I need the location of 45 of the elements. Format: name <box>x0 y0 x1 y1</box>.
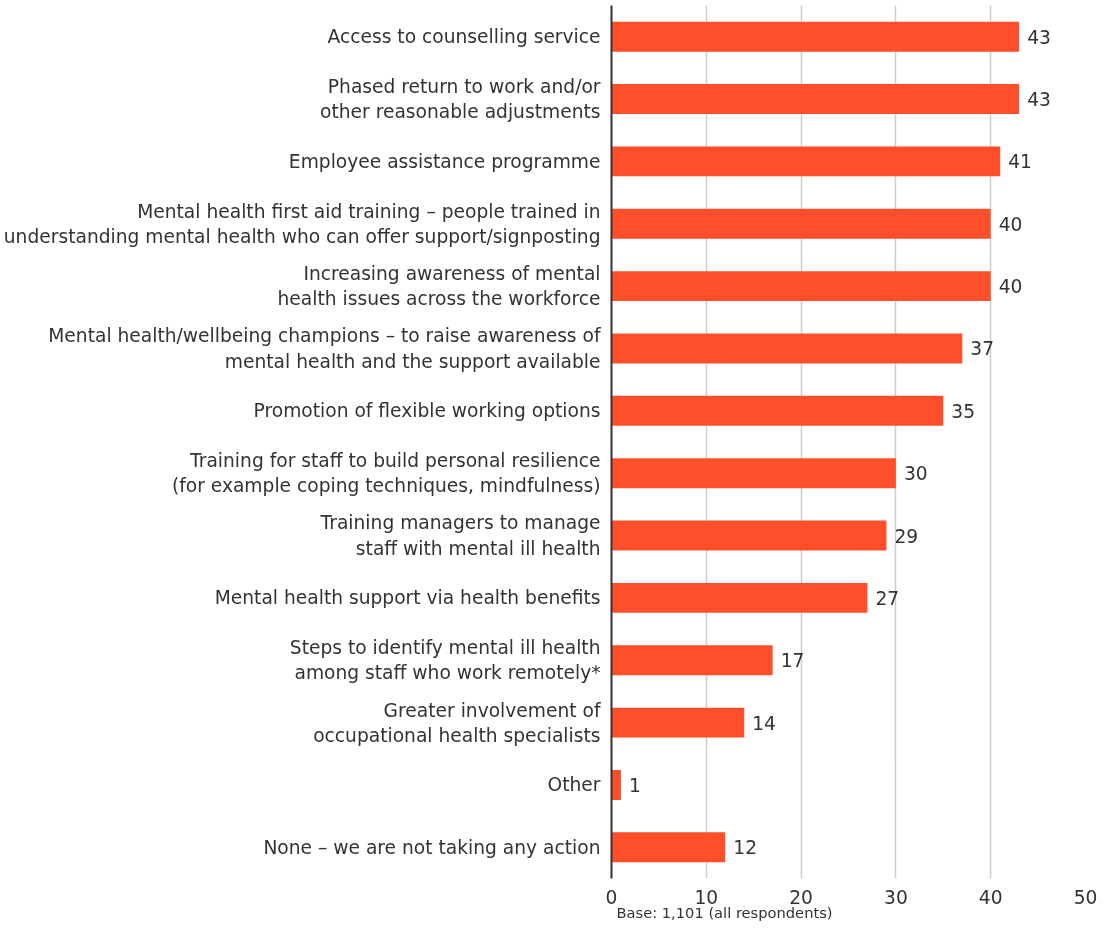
y-tick-label: Other <box>547 774 601 796</box>
y-tick-label: Phased return to work and/or other reasonable adjustments <box>320 75 601 123</box>
data-label: 27 <box>875 587 900 609</box>
bar <box>611 208 991 239</box>
y-tick-label: Training for staff to build personal resilience (for example coping techniques, mindfulness) <box>171 450 601 497</box>
data-label: 40 <box>998 276 1023 298</box>
data-label: 35 <box>951 400 976 422</box>
bar <box>611 520 887 551</box>
y-tick-label: Training managers to manage staff with mental ill health <box>319 512 601 559</box>
bar <box>611 271 991 302</box>
x-tick-label: 30 <box>884 886 908 908</box>
y-tick-label: Steps to identify mental ill health among staff who work remotely* <box>289 637 601 684</box>
data-label: 40 <box>998 213 1023 235</box>
y-tick-label: Mental health/wellbeing champions – to raise awareness of mental health and the support available <box>48 325 601 372</box>
y-tick-label: Mental health support via health benefits <box>214 587 601 609</box>
data-label: 41 <box>1008 151 1032 173</box>
data-label: 43 <box>1027 89 1051 111</box>
data-label: 1 <box>628 774 641 796</box>
bar <box>611 84 1020 114</box>
data-label: 43 <box>1027 26 1051 48</box>
bar <box>611 21 1020 52</box>
data-label: 12 <box>733 837 758 859</box>
data-label: 17 <box>780 650 805 672</box>
y-tick-label: Mental health first aid training – people trained in understanding mental health who can offer support/signposting <box>3 200 601 247</box>
bar <box>611 582 868 613</box>
data-label: 14 <box>752 712 776 734</box>
data-label: 30 <box>903 463 928 485</box>
y-tick-label: Access to counselling service <box>327 26 601 48</box>
y-tick-label: Increasing awareness of mental health issues across the workforce <box>277 263 601 310</box>
data-label: 37 <box>970 338 995 360</box>
bar <box>611 832 726 863</box>
y-tick-label: Employee assistance programme <box>288 150 601 172</box>
y-tick-label: Greater involvement of occupational health specialists <box>313 699 601 746</box>
bar <box>611 395 944 426</box>
bar <box>611 645 773 676</box>
x-tick-label: 50 <box>1073 886 1098 908</box>
bar <box>611 146 1001 177</box>
x-tick-label: 0 <box>605 886 618 908</box>
x-tick-label: 40 <box>978 886 1003 908</box>
bar <box>611 333 963 364</box>
y-tick-label: Promotion of flexible working options <box>253 400 601 422</box>
y-tick-label: None – we are not taking any action <box>263 836 601 858</box>
bar <box>611 458 896 489</box>
bar <box>611 707 745 738</box>
data-label: 29 <box>894 525 919 547</box>
